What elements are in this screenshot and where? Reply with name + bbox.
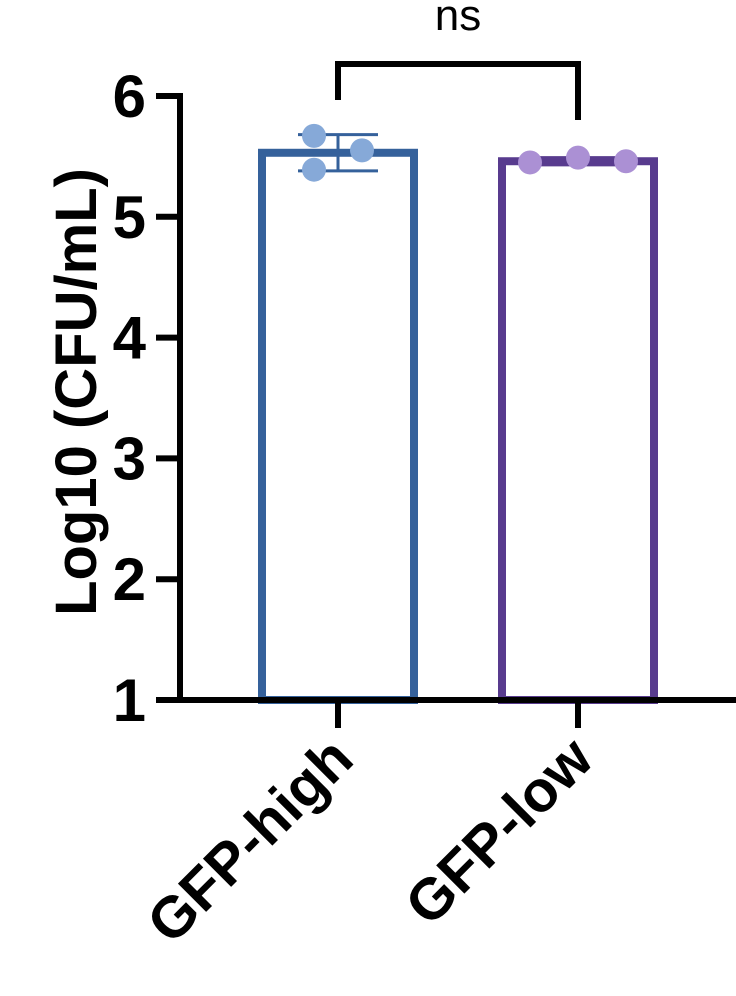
y-tick-label-5: 5 xyxy=(113,184,146,251)
y-tick-label-2: 2 xyxy=(113,546,146,613)
data-points-group xyxy=(302,123,638,182)
category-label-gfp-high: GFP-high xyxy=(135,725,365,955)
data-point-0-2 xyxy=(350,138,374,163)
y-tick-labels-group: 1 2 3 4 5 6 xyxy=(113,63,147,734)
significance-bracket: ns xyxy=(335,0,581,120)
bars-group xyxy=(258,148,658,704)
axes-group xyxy=(156,93,736,728)
bar-gfp-low xyxy=(498,157,658,704)
data-point-1-2 xyxy=(614,149,638,174)
data-point-0-1 xyxy=(302,157,326,182)
category-labels-group: GFP-high GFP-low xyxy=(135,725,606,956)
data-point-1-1 xyxy=(566,145,590,170)
y-tick-label-3: 3 xyxy=(113,425,146,492)
y-tick-label-6: 6 xyxy=(113,63,146,130)
category-label-gfp-low: GFP-low xyxy=(393,725,606,938)
y-axis-label: Log10 (CFU/mL) xyxy=(44,168,109,616)
y-tick-label-4: 4 xyxy=(113,305,147,372)
data-point-1-0 xyxy=(518,150,542,175)
y-tick-label-1: 1 xyxy=(113,667,146,734)
bar-gfp-high xyxy=(258,148,418,704)
significance-label: ns xyxy=(435,0,481,40)
data-point-0-0 xyxy=(302,123,326,148)
